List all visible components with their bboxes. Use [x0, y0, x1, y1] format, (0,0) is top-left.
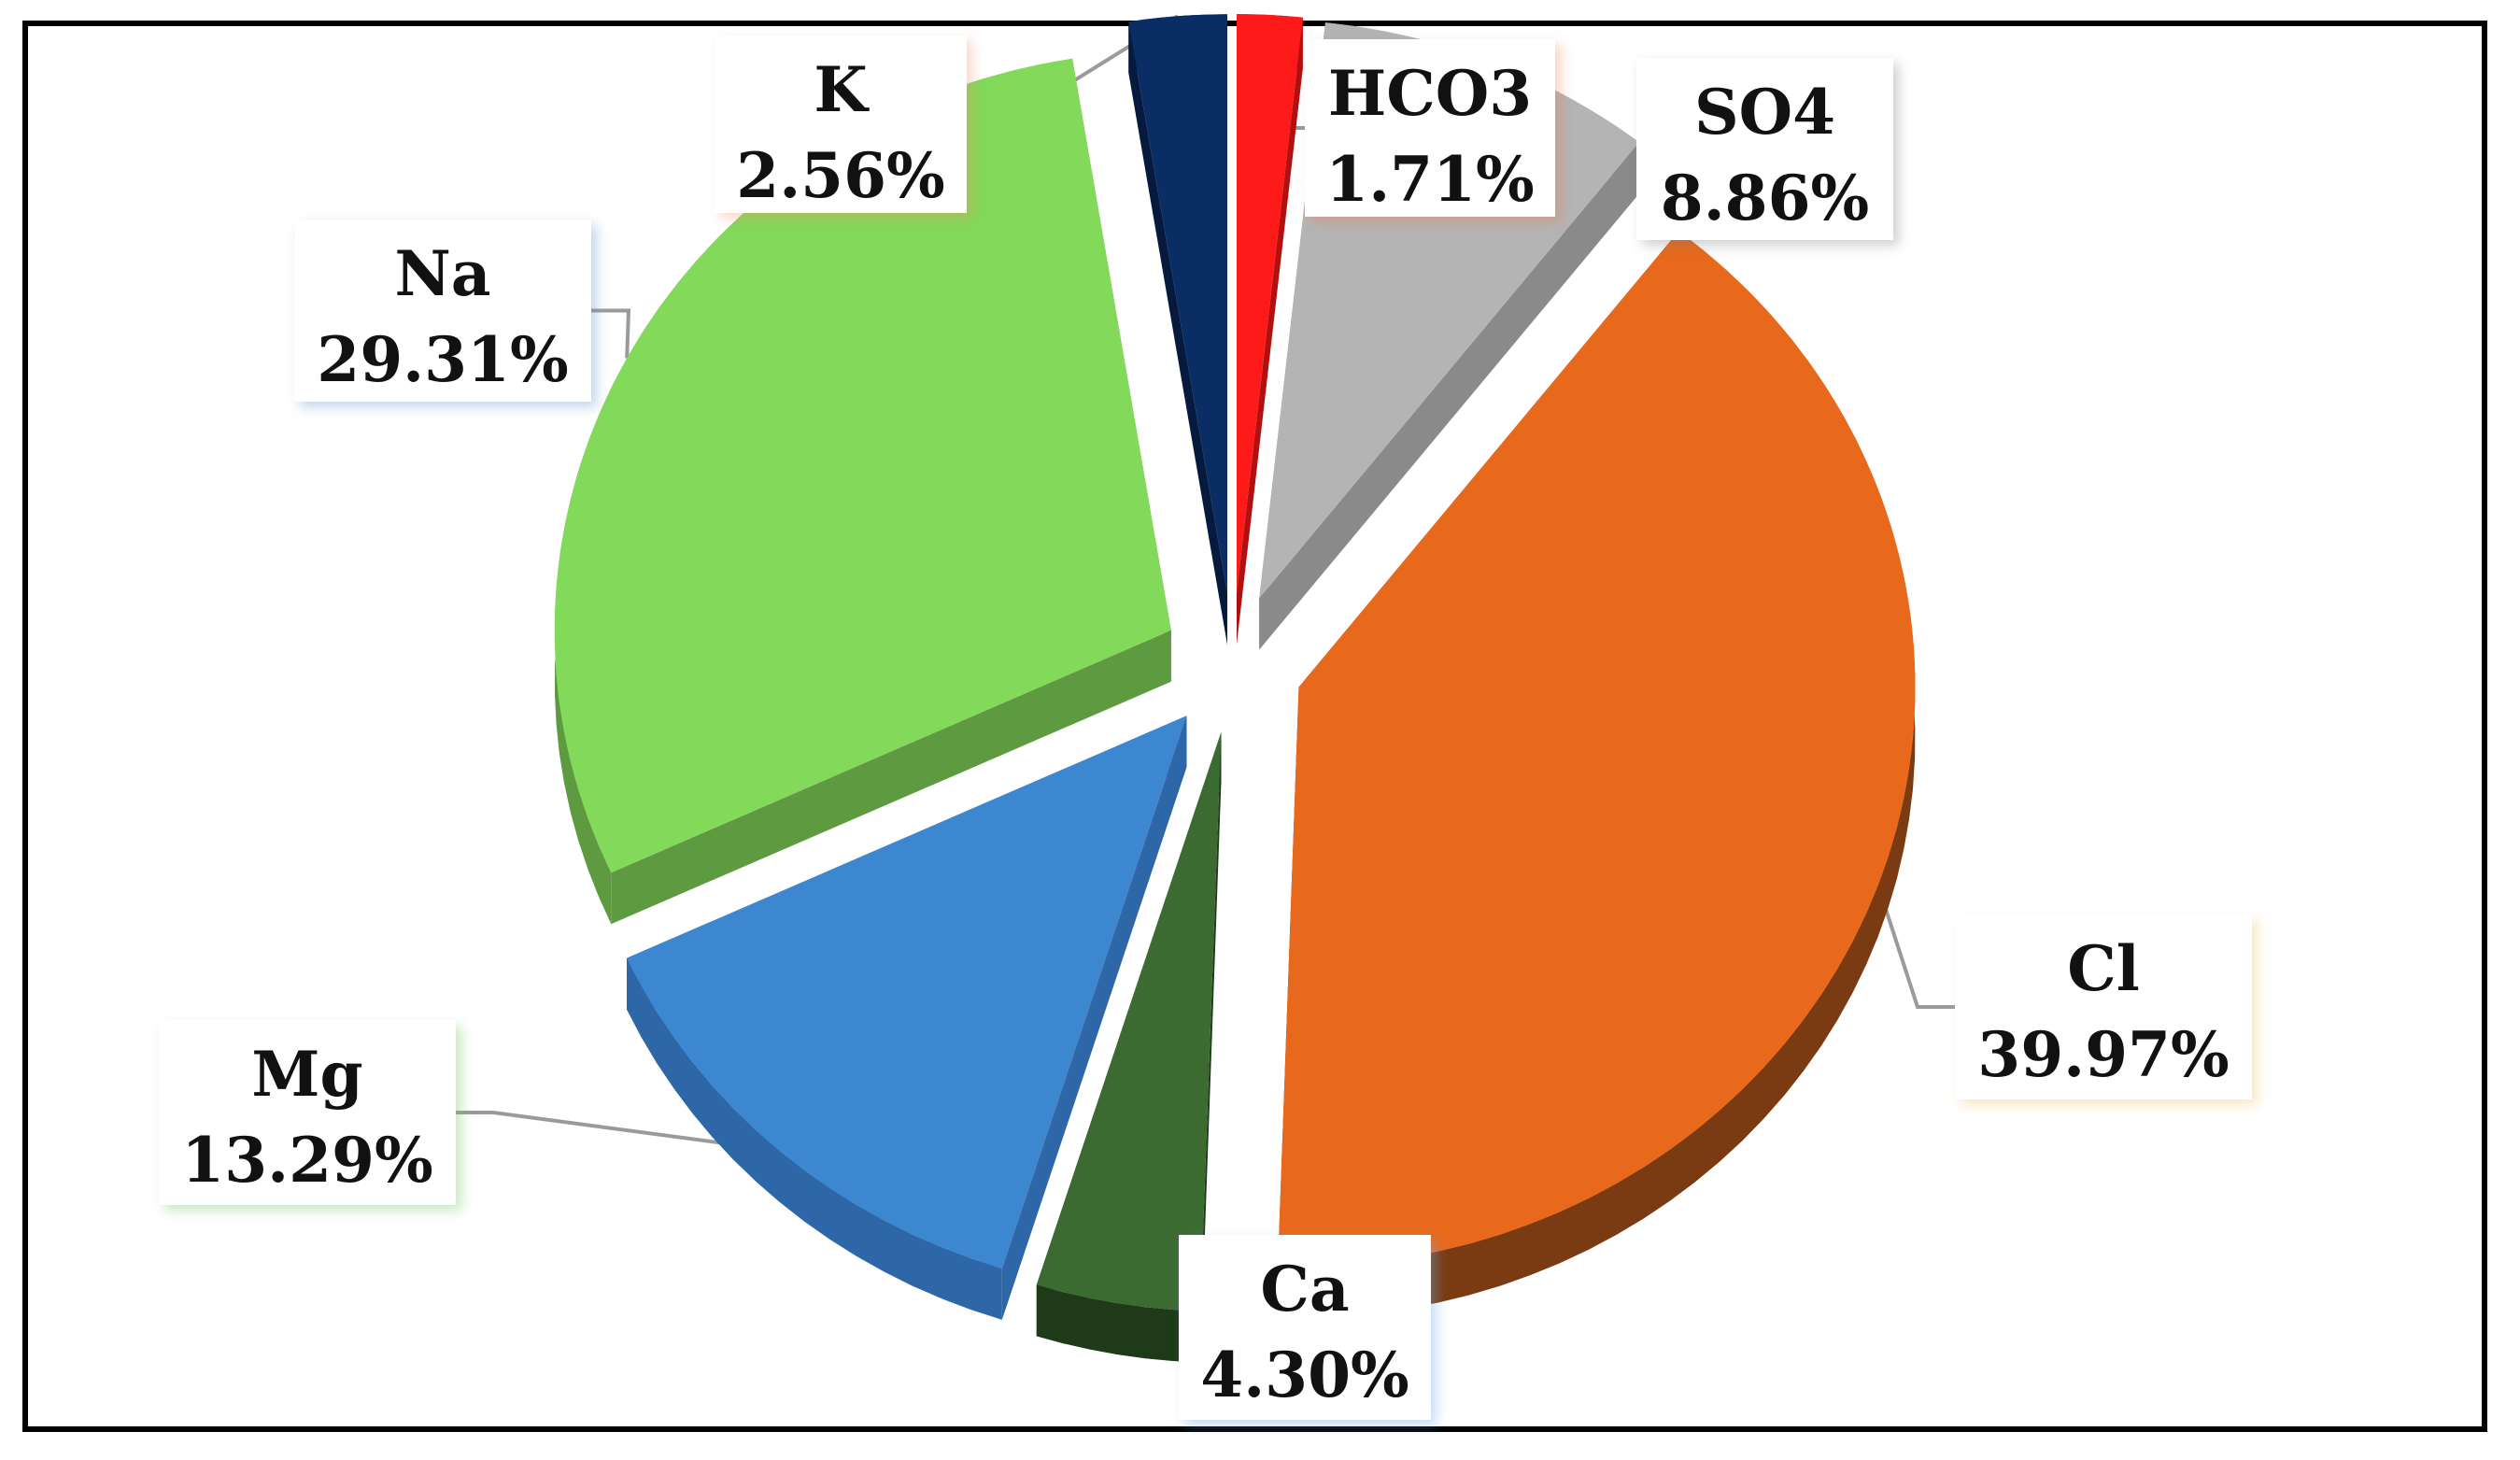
- data-label-hco3: HCO3 1.71%: [1305, 39, 1555, 217]
- data-label-category: K: [814, 53, 868, 126]
- data-label-value: 13.29%: [181, 1124, 433, 1197]
- data-label-value: 29.31%: [317, 323, 569, 396]
- slice-side-ca: [1036, 1284, 1200, 1363]
- data-label-mg: Mg 13.29%: [159, 1020, 456, 1205]
- slice-na: [554, 58, 1171, 873]
- slice-wall-ca-0: [1200, 731, 1222, 1363]
- data-label-category: SO4: [1693, 76, 1836, 149]
- data-label-category: Mg: [251, 1038, 363, 1111]
- data-label-value: 2.56%: [736, 139, 945, 212]
- data-label-cl: Cl 39.97%: [1955, 914, 2252, 1099]
- slice-wall-mg-0: [1001, 716, 1187, 1320]
- data-label-category: Cl: [2067, 932, 2140, 1005]
- slice-wall-hco3-1: [1237, 17, 1303, 645]
- leader-line-cl: [1876, 885, 1955, 1009]
- data-label-category: Na: [394, 237, 491, 310]
- slice-cl: [1278, 231, 1916, 1267]
- data-label-value: 1.71%: [1325, 143, 1535, 216]
- slice-wall-so4-1: [1259, 142, 1639, 650]
- data-label-category: Ca: [1260, 1253, 1350, 1325]
- slice-ca: [1036, 731, 1222, 1311]
- data-label-na: Na 29.31%: [294, 220, 591, 402]
- leader-line-na: [591, 308, 631, 359]
- data-label-ca: Ca 4.30%: [1179, 1235, 1431, 1420]
- slice-wall-na-0: [611, 630, 1171, 925]
- slice-side-mg: [627, 957, 1002, 1320]
- data-label-so4: SO4 8.86%: [1636, 58, 1893, 240]
- leader-line-mg: [456, 1111, 780, 1153]
- slice-wall-k-0: [1128, 21, 1227, 645]
- data-label-k: K 2.56%: [715, 35, 967, 213]
- slice-hco3: [1237, 14, 1303, 594]
- slice-mg: [627, 716, 1187, 1269]
- data-label-value: 39.97%: [1977, 1018, 2230, 1091]
- data-label-value: 4.30%: [1200, 1339, 1409, 1411]
- slice-tops: [554, 14, 1916, 1311]
- data-label-category: HCO3: [1327, 57, 1533, 130]
- slice-k: [1128, 14, 1227, 594]
- data-label-value: 8.86%: [1660, 162, 1870, 234]
